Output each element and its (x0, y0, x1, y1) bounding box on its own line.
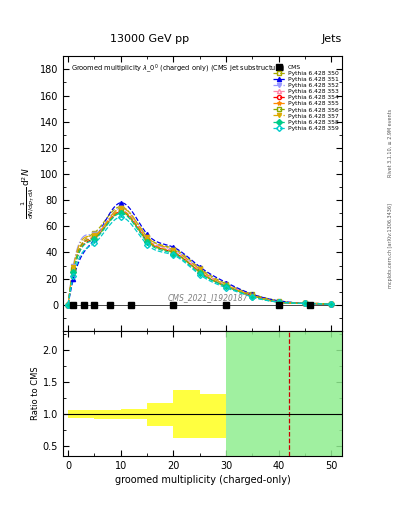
Text: mcplots.cern.ch [arXiv:1306.3436]: mcplots.cern.ch [arXiv:1306.3436] (388, 203, 393, 288)
Text: Groomed multiplicity $\lambda\_0^0$ (charged only) (CMS jet substructure): Groomed multiplicity $\lambda\_0^0$ (cha… (71, 62, 286, 75)
X-axis label: groomed multiplicity (charged-only): groomed multiplicity (charged-only) (114, 475, 290, 485)
Y-axis label: Ratio to CMS: Ratio to CMS (31, 367, 40, 420)
Legend: CMS, Pythia 6.428 350, Pythia 6.428 351, Pythia 6.428 352, Pythia 6.428 353, Pyt: CMS, Pythia 6.428 350, Pythia 6.428 351,… (272, 65, 339, 131)
Text: 13000 GeV pp: 13000 GeV pp (110, 33, 189, 44)
Text: CMS_2021_I1920187: CMS_2021_I1920187 (168, 293, 248, 303)
Text: Rivet 3.1.10, ≥ 2.9M events: Rivet 3.1.10, ≥ 2.9M events (388, 109, 393, 178)
Y-axis label: $\frac{1}{\mathrm{d}N/\mathrm{d}p_T\,\mathrm{d}\lambda}\,\mathrm{d}^2N$: $\frac{1}{\mathrm{d}N/\mathrm{d}p_T\,\ma… (19, 168, 37, 220)
Text: Jets: Jets (321, 33, 342, 44)
